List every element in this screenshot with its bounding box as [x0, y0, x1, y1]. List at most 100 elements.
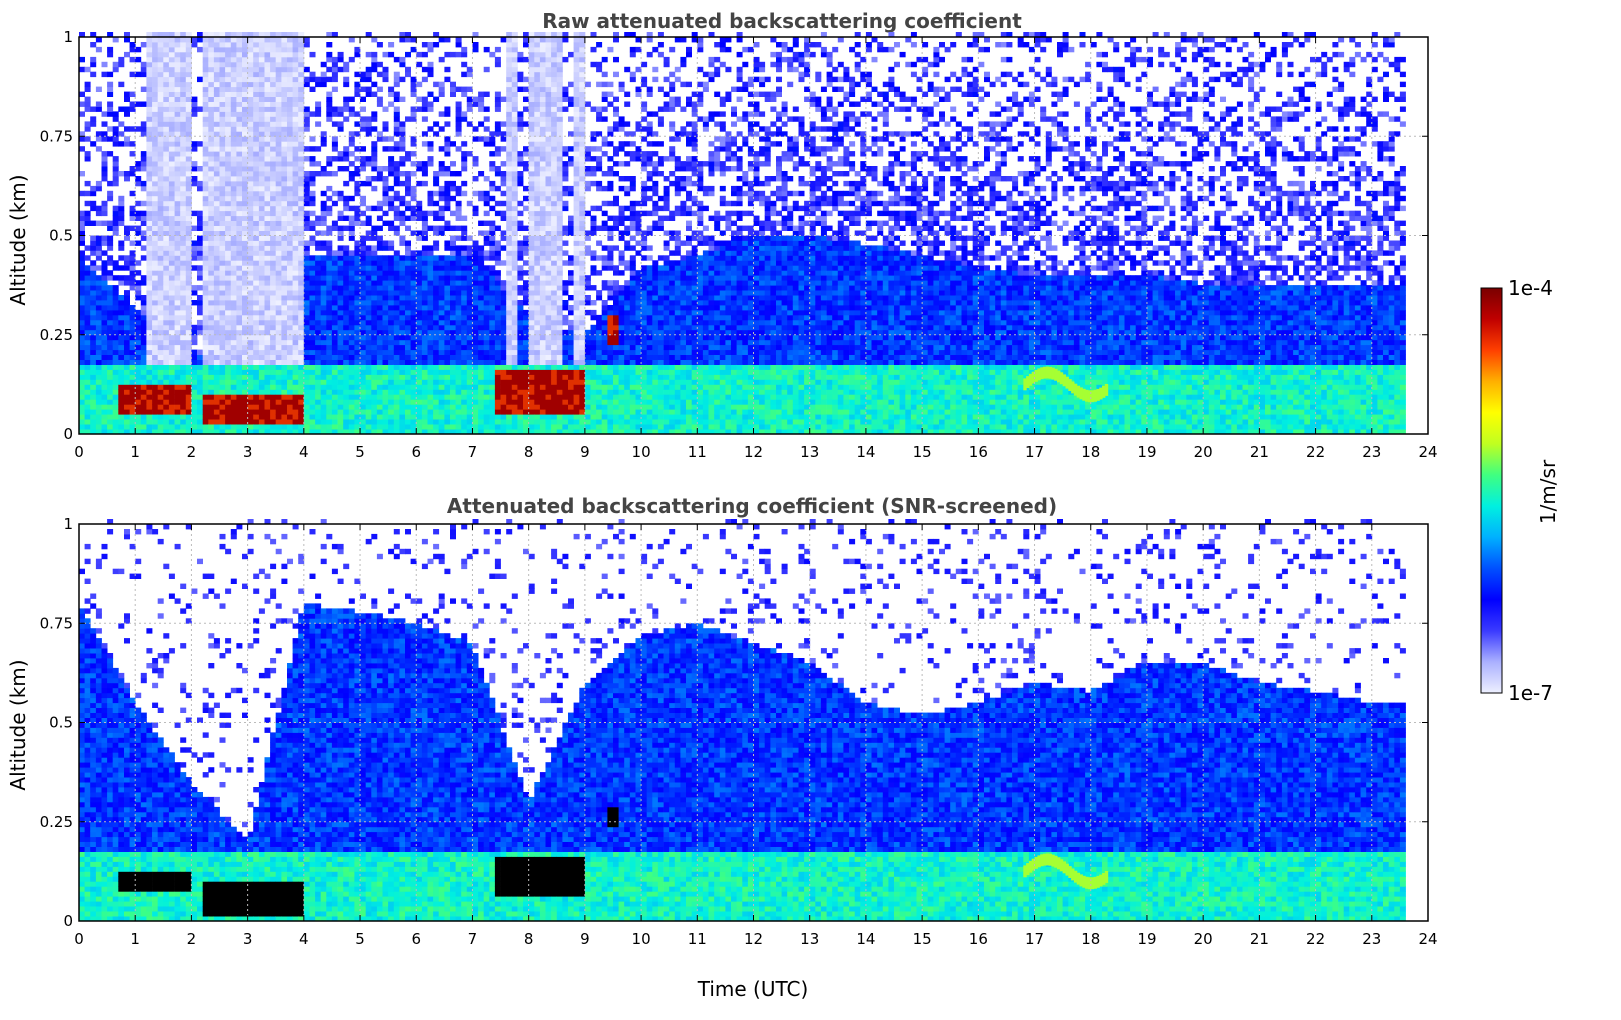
heatmap-cell	[405, 37, 411, 43]
heatmap-cell	[461, 151, 468, 157]
heatmap-cell	[258, 230, 265, 236]
heatmap-cell	[478, 290, 485, 296]
heatmap-cell	[393, 334, 400, 341]
heatmap-cell	[292, 409, 299, 415]
heatmap-cell	[494, 369, 501, 375]
heatmap-cell	[191, 424, 198, 430]
heatmap-cell	[444, 121, 451, 127]
heatmap-cell	[371, 141, 378, 147]
heatmap-cell	[163, 305, 170, 311]
heatmap-cell	[146, 329, 153, 336]
heatmap-cell	[500, 136, 507, 142]
heatmap-cell	[371, 81, 378, 88]
heatmap-cell	[281, 349, 288, 355]
heatmap-cell	[90, 285, 97, 291]
heatmap-cell	[455, 101, 462, 107]
heatmap-cell	[219, 86, 226, 92]
heatmap-cell	[489, 141, 496, 147]
heatmap-cell	[242, 354, 248, 360]
heatmap-cell	[180, 374, 187, 380]
heatmap-cell	[270, 176, 277, 182]
heatmap-cell	[225, 394, 232, 400]
heatmap-cell	[124, 91, 130, 97]
heatmap-cell	[270, 61, 277, 68]
heatmap-cell	[253, 101, 260, 107]
heatmap-cell	[303, 399, 310, 405]
heatmap-cell	[455, 255, 462, 261]
heatmap-cell	[264, 101, 271, 107]
heatmap-cell	[511, 200, 518, 207]
heatmap-cell	[152, 339, 159, 346]
heatmap-cell	[466, 290, 473, 296]
heatmap-cell	[315, 290, 322, 296]
heatmap-cell	[331, 200, 338, 207]
heatmap-cell	[208, 42, 215, 48]
heatmap-cell	[185, 349, 192, 355]
heatmap-cell	[410, 374, 417, 380]
heatmap-cell	[124, 394, 130, 400]
heatmap-cell	[410, 37, 417, 43]
heatmap-cell	[298, 180, 305, 187]
heatmap-cell	[225, 339, 232, 346]
heatmap-cell	[174, 369, 181, 375]
heatmap-cell	[399, 419, 406, 425]
heatmap-cell	[478, 424, 485, 430]
heatmap-cell	[163, 240, 170, 246]
heatmap-cell	[478, 230, 485, 236]
heatmap-cell	[264, 215, 271, 221]
heatmap-cell	[298, 329, 305, 336]
heatmap-cell	[168, 156, 175, 162]
heatmap-cell	[410, 260, 417, 266]
heatmap-cell	[438, 190, 445, 197]
heatmap-cell	[124, 369, 130, 375]
heatmap-cell	[258, 210, 265, 217]
heatmap-cell	[90, 344, 97, 351]
heatmap-cell	[287, 131, 293, 137]
heatmap-cell	[242, 314, 248, 321]
heatmap-cell	[281, 66, 288, 73]
heatmap-cell	[287, 66, 293, 73]
heatmap-cell	[309, 200, 316, 207]
heatmap-cell	[157, 76, 164, 83]
heatmap-cell	[292, 156, 299, 162]
heatmap-cell	[303, 300, 310, 306]
heatmap-cell	[124, 106, 130, 112]
heatmap-cell	[399, 56, 406, 63]
heatmap-cell	[303, 319, 310, 326]
heatmap-cell	[399, 96, 406, 102]
heatmap-cell	[506, 136, 513, 142]
heatmap-cell	[478, 339, 485, 346]
heatmap-cell	[489, 374, 496, 380]
heatmap-cell	[455, 235, 462, 241]
heatmap-cell	[399, 399, 406, 405]
heatmap-cell	[410, 185, 417, 192]
heatmap-cell	[202, 126, 209, 132]
heatmap-cell	[354, 374, 361, 380]
heatmap-cell	[163, 161, 170, 167]
heatmap-cell	[247, 285, 254, 291]
heatmap-cell	[478, 334, 485, 341]
heatmap-cell	[393, 424, 400, 430]
heatmap-cell	[213, 161, 220, 167]
heatmap-cell	[163, 379, 170, 385]
heatmap-cell	[320, 419, 327, 425]
heatmap-cell	[225, 81, 232, 88]
heatmap-cell	[135, 319, 142, 326]
heatmap-cell	[185, 389, 192, 395]
heatmap-cell	[399, 146, 406, 152]
heatmap-cell	[360, 339, 366, 346]
heatmap-cell	[95, 300, 102, 306]
heatmap-cell	[247, 399, 254, 405]
heatmap-cell	[270, 166, 277, 172]
heatmap-cell	[360, 161, 366, 167]
heatmap-cell	[433, 295, 440, 301]
heatmap-cell	[84, 280, 91, 286]
heatmap-cell	[466, 71, 473, 78]
heatmap-cell	[84, 136, 91, 142]
heatmap-cell	[371, 334, 378, 341]
heatmap-cell	[213, 185, 220, 192]
heatmap-cell	[444, 255, 451, 261]
heatmap-cell	[101, 220, 108, 226]
heatmap-cell	[168, 384, 175, 390]
heatmap-cell	[438, 419, 445, 425]
